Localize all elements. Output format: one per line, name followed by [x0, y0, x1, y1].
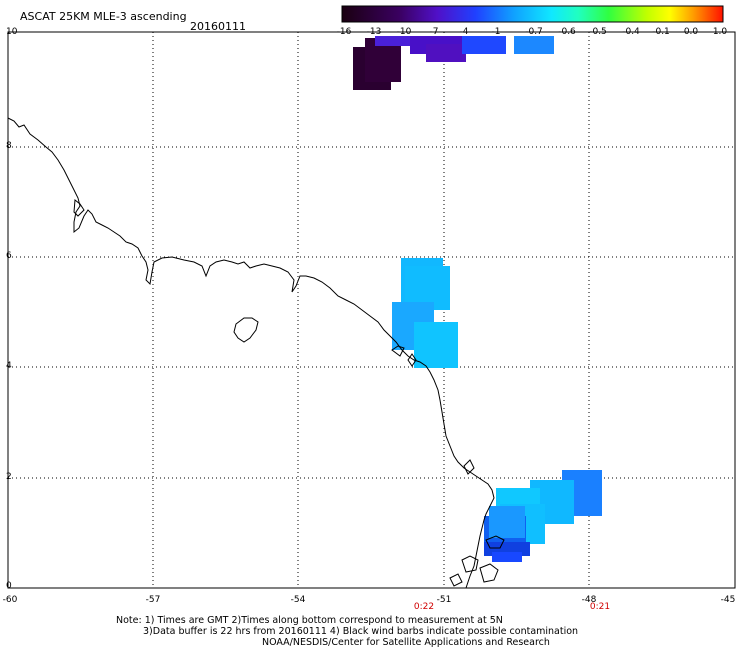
colorbar-label: -0.6 [558, 27, 576, 37]
lat-label: 4 [6, 361, 12, 371]
colorbar-label: -0.4 [622, 27, 640, 37]
colorbar-label: -0.7 [525, 27, 543, 37]
lon-label: -57 [145, 595, 161, 605]
lon-label: -51 [436, 595, 452, 605]
lat-label: 2 [6, 472, 12, 482]
colorbar-label: -13 [366, 27, 382, 37]
colorbar-label: 1.0 [712, 27, 728, 37]
grid-lines [8, 32, 735, 588]
colorbar-label: -10 [396, 27, 412, 37]
note-line-3: NOAA/NESDIS/Center for Satellite Applica… [262, 637, 550, 648]
time-label: 0:22 [413, 602, 435, 612]
time-label: 0:21 [589, 602, 611, 612]
plot-frame [7, 31, 736, 589]
map-title: ASCAT 25KM MLE-3 ascending [20, 10, 187, 23]
lat-label: 6 [6, 251, 12, 261]
colorbar [341, 5, 724, 23]
note-line-1: Note: 1) Times are GMT 2)Times along bot… [116, 615, 503, 626]
lon-label: -45 [720, 595, 736, 605]
colorbar-label: -1 [491, 27, 501, 37]
lon-label: -54 [290, 595, 306, 605]
lon-label: -60 [2, 595, 18, 605]
coastline [7, 117, 505, 589]
lat-label: 8 [6, 141, 12, 151]
lon-label: -48 [581, 595, 597, 605]
colorbar-label: 0.0 [683, 27, 699, 37]
note-line-2: 3)Data buffer is 22 hrs from 20160111 4)… [143, 626, 579, 637]
map-date: 20160111 [190, 20, 246, 33]
lat-label: 0 [6, 581, 12, 591]
colorbar-label: -0.5 [589, 27, 607, 37]
colorbar-label: -4 [459, 27, 469, 37]
wind-data-cells [353, 36, 602, 562]
colorbar-label: -16 [336, 27, 352, 37]
lat-label: 10 [6, 27, 18, 37]
colorbar-label: -0.1 [652, 27, 670, 37]
colorbar-label: -7 [429, 27, 439, 37]
